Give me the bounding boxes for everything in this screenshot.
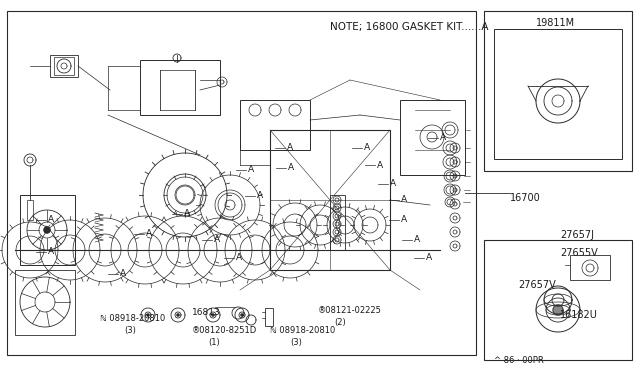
Polygon shape [241,314,243,316]
Text: A: A [288,164,294,173]
Bar [484,11,632,171]
Text: A: A [377,160,383,170]
Text: A: A [48,247,54,257]
Text: 16700: 16700 [510,193,541,203]
Text: A: A [440,134,446,142]
Bar [330,195,345,250]
Polygon shape [44,227,50,233]
Text: A: A [214,235,220,244]
Text: 16813: 16813 [192,308,221,317]
Text: A: A [287,144,293,153]
Text: 27657V: 27657V [518,280,556,290]
Bar [7,11,476,355]
Bar [50,55,78,77]
Bar [240,100,310,150]
Text: 27655V: 27655V [560,248,598,258]
Text: A: A [146,230,152,238]
Bar [20,195,75,265]
Bar [494,29,622,159]
Polygon shape [147,314,149,316]
Bar [484,240,632,360]
Text: ®08121-02225: ®08121-02225 [318,306,382,315]
Bar [27,200,33,220]
Text: A: A [364,144,370,153]
Text: (1): (1) [208,338,220,347]
Bar [54,57,74,75]
Bar [400,100,465,175]
Text: 19811M: 19811M [536,18,575,28]
Polygon shape [177,314,179,316]
Polygon shape [212,314,214,316]
Bar [15,270,75,335]
Text: 16182U: 16182U [560,310,598,320]
Text: ^ 86 · 00PR: ^ 86 · 00PR [494,356,544,365]
Text: (3): (3) [290,338,302,347]
Text: (3): (3) [124,326,136,335]
Text: A: A [184,209,190,218]
Text: A: A [257,192,263,201]
Text: A: A [248,166,254,174]
Text: ℕ 08918-20810: ℕ 08918-20810 [270,326,335,335]
Text: A: A [401,196,407,205]
Text: (2): (2) [334,318,346,327]
Text: A: A [236,253,242,263]
Bar [270,130,390,270]
Text: ®08120-8251D: ®08120-8251D [192,326,257,335]
Text: A: A [120,269,126,279]
Text: A: A [401,215,407,224]
Bar [140,60,220,115]
Text: A: A [390,180,396,189]
Text: 27657J: 27657J [560,230,594,240]
Bar [570,255,610,280]
Polygon shape [553,305,563,315]
Text: A: A [414,235,420,244]
Text: NOTE; 16800 GASKET KIT......A: NOTE; 16800 GASKET KIT......A [330,22,488,32]
Bar [265,308,273,326]
Text: A: A [48,215,54,224]
Text: ℕ 08918-20810: ℕ 08918-20810 [100,314,165,323]
Text: A: A [426,253,432,263]
